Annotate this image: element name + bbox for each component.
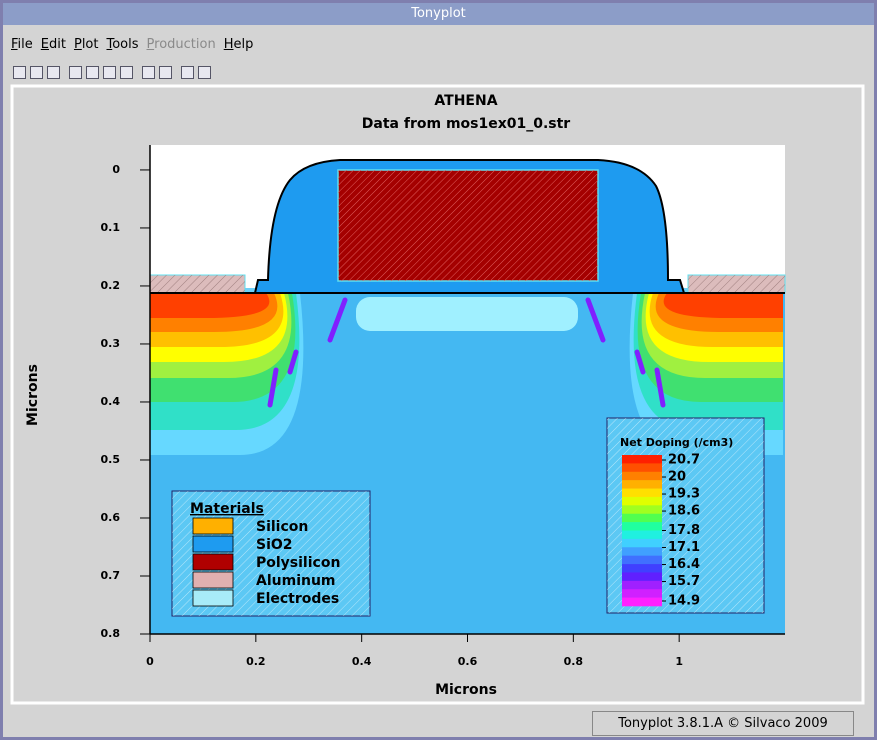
status-label: Tonyplot 3.8.1.A © Silvaco 2009 (592, 711, 854, 736)
legend-swatch (192, 535, 234, 553)
tool-button[interactable] (86, 66, 100, 79)
x-tick-label: 0 (146, 655, 154, 668)
legend-title: Materials (190, 501, 264, 517)
legend-label: Polysilicon (256, 555, 340, 571)
colorbar-band (622, 522, 662, 531)
legend-label: Electrodes (256, 591, 339, 607)
colorbar-title: Net Doping (/cm3) (620, 436, 733, 449)
colorbar-label: 18.6 (668, 504, 700, 519)
x-axis-label: Microns (435, 682, 497, 698)
tool-button[interactable] (159, 66, 173, 79)
colorbar-band (622, 597, 662, 607)
menu-item[interactable]: Help (223, 37, 254, 52)
x-tick-label: 0.2 (246, 655, 266, 668)
materials-legend: Materials Silicon SiO2 Polysilicon Aluminum E… (171, 490, 371, 617)
x-tick-label: 0.8 (564, 655, 584, 668)
legend-label: Aluminum (256, 573, 336, 589)
colorbar-label: 15.7 (668, 574, 700, 589)
tool-button[interactable] (120, 66, 134, 79)
colorbar-label: 16.4 (668, 557, 700, 572)
y-tick-label: 0.5 (101, 453, 121, 466)
tool-button[interactable] (69, 66, 83, 79)
doping-legend: Net Doping (/cm3) 20.7 20 19.3 18.6 17.8 17.1 1… (606, 417, 765, 614)
legend-swatch (192, 571, 234, 589)
legend-label: SiO2 (256, 537, 293, 553)
colorbar-band (622, 547, 662, 556)
colorbar-band (622, 488, 662, 498)
plot-title: ATHENA (434, 93, 497, 109)
legend-swatch (192, 589, 234, 607)
colorbar-band (622, 496, 662, 506)
colorbar-label: 19.3 (668, 487, 700, 502)
colorbar-band (622, 530, 662, 540)
menu-item[interactable]: File (11, 37, 33, 52)
tool-button[interactable] (181, 66, 195, 79)
legend-label: Silicon (256, 519, 308, 535)
colorbar-band (622, 572, 662, 582)
device-structure (149, 145, 786, 634)
y-tick-label: 0.1 (101, 221, 121, 234)
colorbar-band (622, 463, 662, 473)
colorbar-band (622, 564, 662, 573)
tool-button[interactable] (103, 66, 117, 79)
title-bar: Tonyplot (3, 3, 874, 25)
x-tick-label: 1 (675, 655, 683, 668)
y-tick-label: 0 (112, 163, 120, 176)
menu-bar: File Edit Plot Tools Production Help (11, 37, 261, 59)
tool-button[interactable] (30, 66, 43, 79)
colorbar-label: 14.9 (668, 594, 700, 609)
y-tick-label: 0.4 (101, 395, 121, 408)
menu-item[interactable]: Production (146, 37, 216, 52)
y-tick-label: 0.3 (101, 337, 121, 350)
colorbar-label: 20.7 (668, 453, 700, 468)
y-tick-label: 0.8 (101, 627, 121, 640)
colorbar-label: 17.8 (668, 523, 700, 538)
x-tick-label: 0.6 (458, 655, 478, 668)
menu-item[interactable]: Edit (40, 37, 66, 52)
plot-subtitle: Data from mos1ex01_0.str (362, 116, 571, 132)
colorbar-band (622, 589, 662, 598)
menu-item[interactable]: Tools (106, 37, 139, 52)
colorbar-band (622, 505, 662, 515)
tool-button[interactable] (47, 66, 60, 79)
colorbar-band (622, 513, 662, 523)
colorbar-label: 20 (668, 470, 686, 485)
x-tick-label: 0.4 (352, 655, 372, 668)
legend-swatch (192, 553, 234, 571)
y-tick-label: 0.2 (101, 279, 121, 292)
y-tick-label: 0.7 (101, 569, 121, 582)
colorbar-band (622, 455, 662, 464)
colorbar-band (622, 538, 662, 548)
colorbar-band (622, 555, 662, 565)
tool-button[interactable] (13, 66, 26, 79)
colorbar-band (622, 471, 662, 481)
toolbar (11, 63, 213, 83)
colorbar-band (622, 480, 662, 489)
y-tick-label: 0.6 (101, 511, 121, 524)
menu-item[interactable]: Plot (73, 37, 99, 52)
tool-button[interactable] (142, 66, 156, 79)
y-axis-label: Microns (25, 364, 41, 426)
colorbar-label: 17.1 (668, 540, 700, 555)
plot-panel: Materials Silicon SiO2 Polysilicon Aluminum E… (10, 84, 865, 705)
legend-swatch (192, 517, 234, 535)
tool-button[interactable] (198, 66, 212, 79)
colorbar-band (622, 580, 662, 590)
